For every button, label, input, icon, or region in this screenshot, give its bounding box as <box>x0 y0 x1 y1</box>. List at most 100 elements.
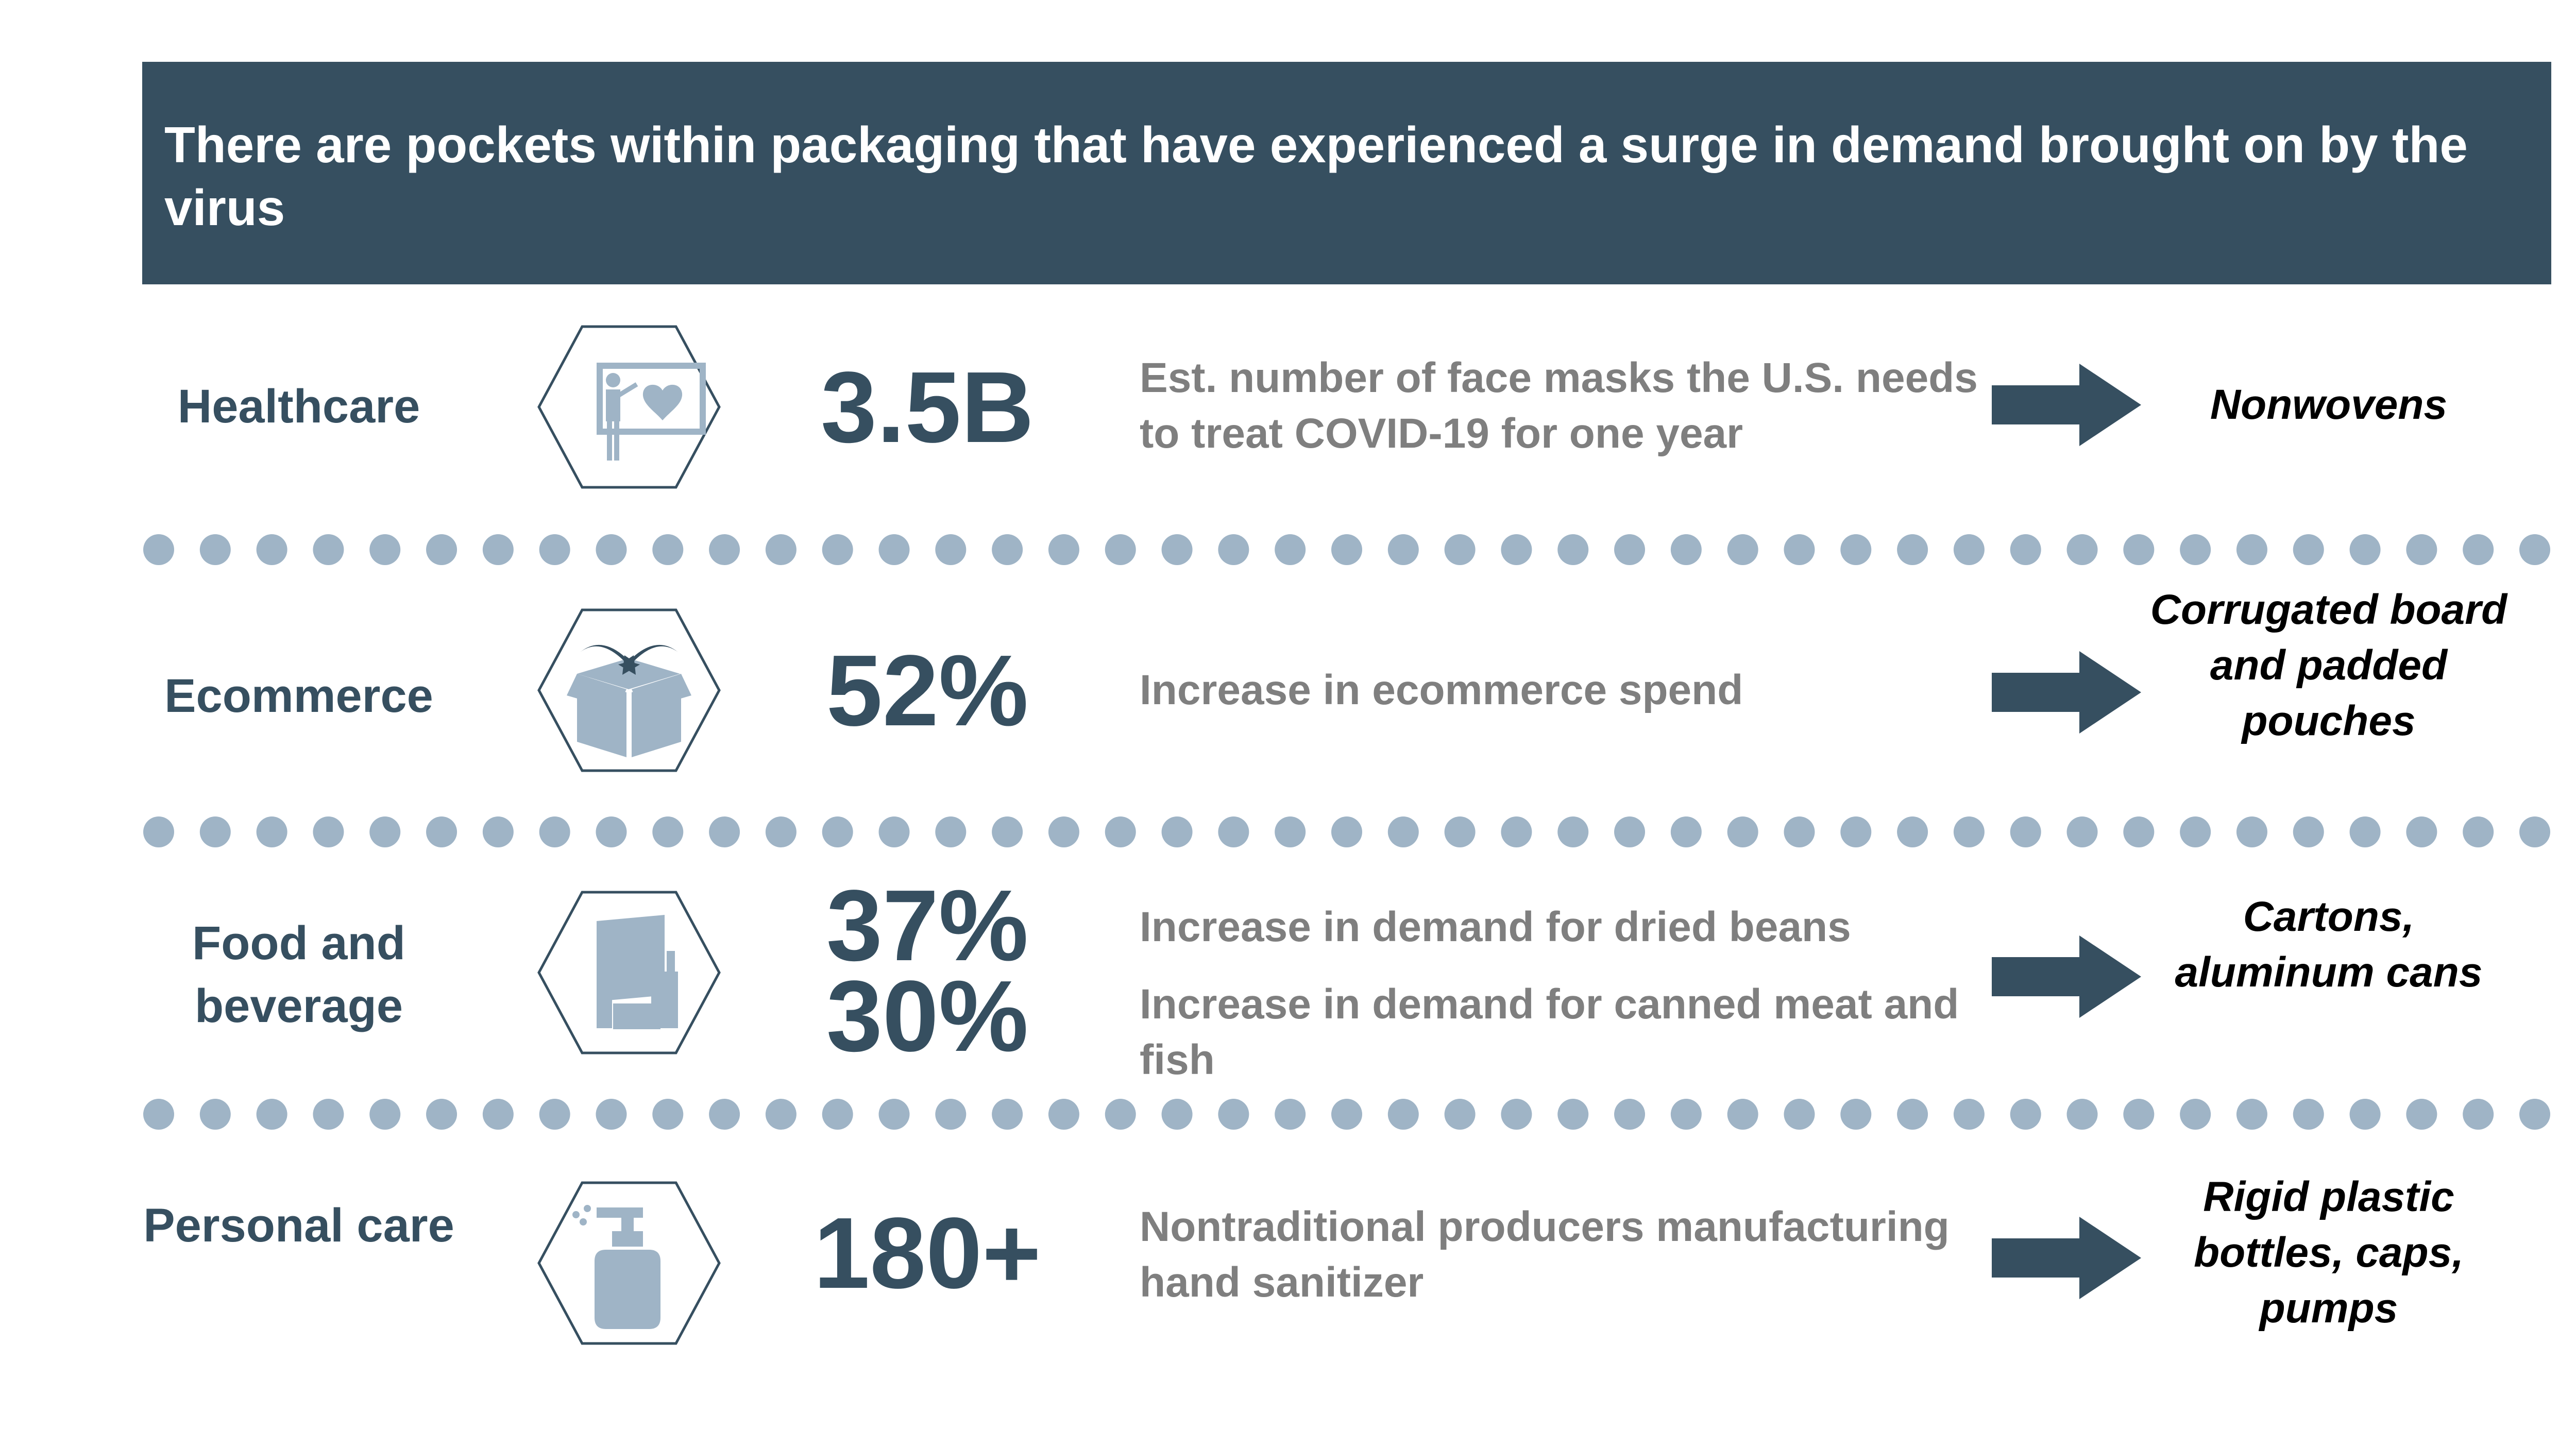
divider-dot <box>256 816 287 847</box>
divider-dot <box>1614 534 1646 565</box>
divider-dot <box>1501 816 1532 847</box>
divider-dot <box>1331 1099 1362 1130</box>
divider-dot <box>1840 816 1872 847</box>
divider-dot <box>1161 816 1193 847</box>
divider-dot <box>596 1099 627 1130</box>
divider-dot <box>143 1099 174 1130</box>
stat-value: 30% <box>826 960 1029 1072</box>
divider-dot <box>1670 816 1702 847</box>
divider-dot <box>2066 534 2098 565</box>
stat-value: 180+ <box>814 1197 1041 1309</box>
divider-dot <box>2236 1099 2267 1130</box>
divider-dot <box>652 816 684 847</box>
divider-dots <box>143 816 2550 847</box>
dotted-divider <box>142 814 2551 850</box>
divider-dot <box>2180 816 2211 847</box>
divider-dot <box>2349 534 2381 565</box>
divider-dot <box>992 816 1023 847</box>
divider-dot <box>2236 816 2267 847</box>
divider-dot <box>2349 1099 2381 1130</box>
divider-dot <box>539 1099 570 1130</box>
divider-dot <box>1161 534 1193 565</box>
divider-dot <box>2463 816 2494 847</box>
divider-dot <box>652 534 684 565</box>
divider-dot <box>1784 1099 1815 1130</box>
divider-dot <box>2406 534 2437 565</box>
divider-dot <box>2180 534 2211 565</box>
divider-dot <box>2293 816 2324 847</box>
divider-dot <box>313 816 344 847</box>
divider-dot <box>1727 816 1758 847</box>
divider-dot <box>1387 1099 1419 1130</box>
divider-dot <box>369 534 401 565</box>
divider-dot <box>2123 534 2155 565</box>
category-label: Personal care <box>143 1199 454 1252</box>
stat-description: Est. number of face masks the U.S. needs… <box>1140 354 1978 457</box>
divider-dot <box>2519 1099 2550 1130</box>
stat-description: Increase in ecommerce spend <box>1140 667 1743 713</box>
divider-dot <box>1105 1099 1136 1130</box>
row-ecommerce: Ecommerce 52% Increase in ecommerce spen… <box>0 586 2576 814</box>
divider-dot <box>935 534 967 565</box>
presentation-heart-icon <box>537 325 721 489</box>
row-food-and-beverage: Food and beverage 37% 30% Increase in de… <box>0 871 2576 1097</box>
divider-dot <box>1727 534 1758 565</box>
arrow-right-icon <box>1992 651 2141 734</box>
pump-bottle-icon <box>537 1181 721 1345</box>
divider-dot <box>1444 1099 1476 1130</box>
divider-dot <box>2066 816 2098 847</box>
divider-dot <box>2293 1099 2324 1130</box>
divider-dot <box>143 534 174 565</box>
divider-dot <box>878 816 910 847</box>
header-banner: There are pockets within packaging that … <box>142 62 2551 284</box>
divider-dot <box>2010 534 2041 565</box>
arrow-right-icon <box>1992 364 2141 446</box>
divider-dot <box>369 816 401 847</box>
divider-dot <box>935 816 967 847</box>
stat-description: Increase in demand for dried beans <box>1140 904 1851 950</box>
divider-dot <box>2293 534 2324 565</box>
divider-dot <box>2180 1099 2211 1130</box>
divider-dot <box>1048 816 1079 847</box>
divider-dot <box>765 1099 796 1130</box>
divider-dot <box>765 534 796 565</box>
divider-dot <box>992 1099 1023 1130</box>
divider-dot <box>1953 816 1985 847</box>
divider-dot <box>1275 534 1306 565</box>
divider-dot <box>313 1099 344 1130</box>
divider-dot <box>2066 1099 2098 1130</box>
divider-dot <box>482 534 514 565</box>
divider-dot <box>822 534 853 565</box>
divider-dot <box>2519 534 2550 565</box>
divider-dot <box>2010 1099 2041 1130</box>
divider-dot <box>1501 534 1532 565</box>
arrow-right-icon <box>1992 1217 2141 1299</box>
divider-dot <box>2406 816 2437 847</box>
divider-dot <box>1105 534 1136 565</box>
result-label: Rigid plastic bottles, caps, pumps <box>2193 1173 2464 1332</box>
divider-dot <box>1275 816 1306 847</box>
divider-dot <box>1953 534 1985 565</box>
divider-dot <box>1218 534 1249 565</box>
divider-dot <box>256 534 287 565</box>
divider-dot <box>482 816 514 847</box>
divider-dot <box>1331 816 1362 847</box>
divider-dot <box>1444 534 1476 565</box>
divider-dot <box>199 534 231 565</box>
divider-dot <box>709 1099 740 1130</box>
open-box-icon <box>537 608 721 772</box>
divider-dot <box>2463 1099 2494 1130</box>
divider-dot <box>426 534 457 565</box>
divider-dot <box>539 816 570 847</box>
divider-dot <box>1048 1099 1079 1130</box>
divider-dot <box>256 1099 287 1130</box>
divider-dot <box>199 1099 231 1130</box>
row-healthcare: Healthcare 3.5B Est. number of face mask… <box>0 319 2576 495</box>
result-label: Corrugated board and padded pouches <box>2150 586 2507 744</box>
divider-dot <box>1897 816 1928 847</box>
divider-dot <box>878 534 910 565</box>
divider-dot <box>709 816 740 847</box>
divider-dot <box>2236 534 2267 565</box>
divider-dot <box>596 816 627 847</box>
result-label: Nonwovens <box>2210 381 2448 428</box>
